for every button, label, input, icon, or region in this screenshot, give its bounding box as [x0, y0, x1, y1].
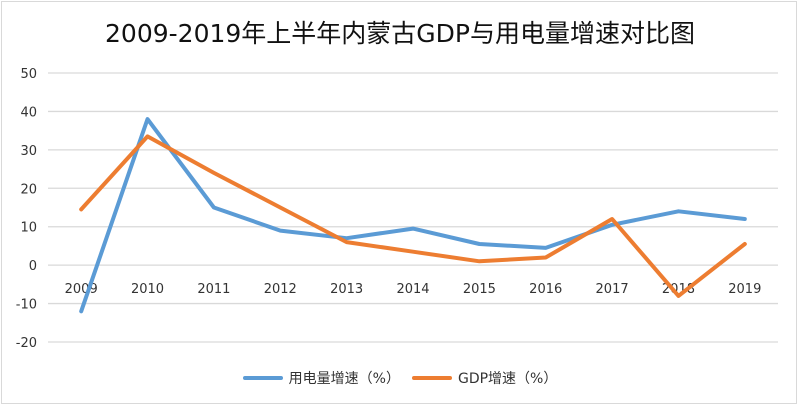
x-tick-label: 2009 [65, 282, 98, 297]
x-axis-ticks: 2009 2010 2011 2012 2013 2014 2015 2016 2017 2018… [65, 282, 762, 297]
legend-item-electricity: 用电量增速（%） [242, 368, 400, 388]
x-tick-label: 2017 [596, 282, 629, 297]
series-lines [79, 117, 747, 314]
y-tick-label: 40 [20, 105, 37, 120]
x-tick-label: 2010 [131, 282, 164, 297]
gridlines [48, 72, 778, 343]
legend: 用电量增速（%） GDP增速（%） [0, 368, 800, 388]
legend-item-gdp: GDP增速（%） [411, 368, 558, 388]
y-tick-label: 50 [20, 67, 37, 82]
y-tick-label: -10 [16, 298, 37, 313]
y-tick-label: 10 [20, 221, 37, 236]
legend-swatch-gdp [411, 376, 452, 380]
x-tick-label: 2015 [463, 282, 496, 297]
legend-label-gdp: GDP增速（%） [457, 371, 558, 387]
x-tick-label: 2011 [197, 282, 230, 297]
legend-swatch-electricity [242, 376, 283, 380]
y-tick-label: 0 [29, 259, 37, 274]
x-tick-label: 2012 [264, 282, 297, 297]
x-tick-label: 2019 [728, 282, 761, 297]
x-tick-label: 2013 [330, 282, 363, 297]
y-tick-label: 30 [20, 144, 37, 159]
y-tick-label: -20 [16, 336, 37, 351]
y-tick-label: 20 [20, 182, 37, 197]
x-tick-label: 2016 [529, 282, 562, 297]
x-tick-label: 2014 [396, 282, 429, 297]
legend-label-electricity: 用电量增速（%） [288, 371, 400, 387]
chart-title: 2009-2019年上半年内蒙古GDP与用电量增速对比图 [105, 19, 695, 48]
y-axis-ticks: 50 40 30 20 10 0 -10 -20 [16, 67, 37, 351]
